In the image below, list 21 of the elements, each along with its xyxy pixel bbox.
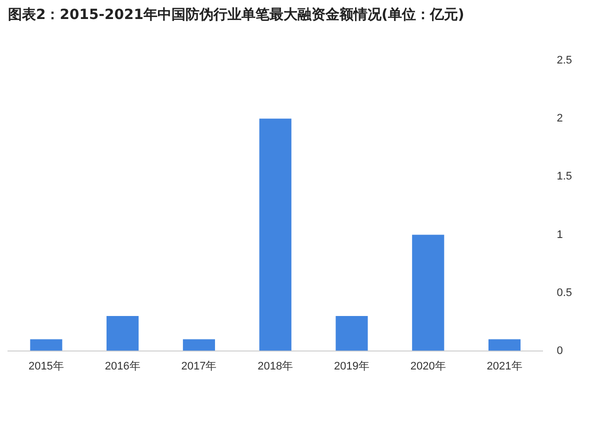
x-tick-label: 2017年	[181, 360, 217, 372]
x-tick-label: 2018年	[258, 360, 294, 372]
x-tick-label: 2015年	[28, 360, 64, 372]
bar	[259, 118, 292, 351]
y-tick-label: 1	[556, 228, 563, 241]
bar	[30, 339, 62, 351]
bar	[488, 339, 521, 351]
x-tick-label: 2020年	[410, 360, 446, 372]
y-tick-label: 2.5	[556, 54, 572, 67]
chart-title: 图表2：2015-2021年中国防伪行业单笔最大融资金额情况(单位：亿元)	[8, 6, 464, 24]
x-tick-label: 2019年	[334, 360, 370, 372]
y-tick-label: 1.5	[556, 170, 572, 183]
x-tick-label: 2021年	[486, 360, 522, 372]
y-tick-label: 2	[556, 112, 563, 125]
bar	[336, 316, 368, 351]
x-tick-label: 2016年	[104, 360, 140, 372]
y-tick-label: 0	[556, 344, 563, 357]
bar	[106, 316, 139, 351]
bar	[412, 234, 444, 351]
bar	[182, 339, 216, 351]
y-tick-label: 0.5	[556, 286, 572, 299]
